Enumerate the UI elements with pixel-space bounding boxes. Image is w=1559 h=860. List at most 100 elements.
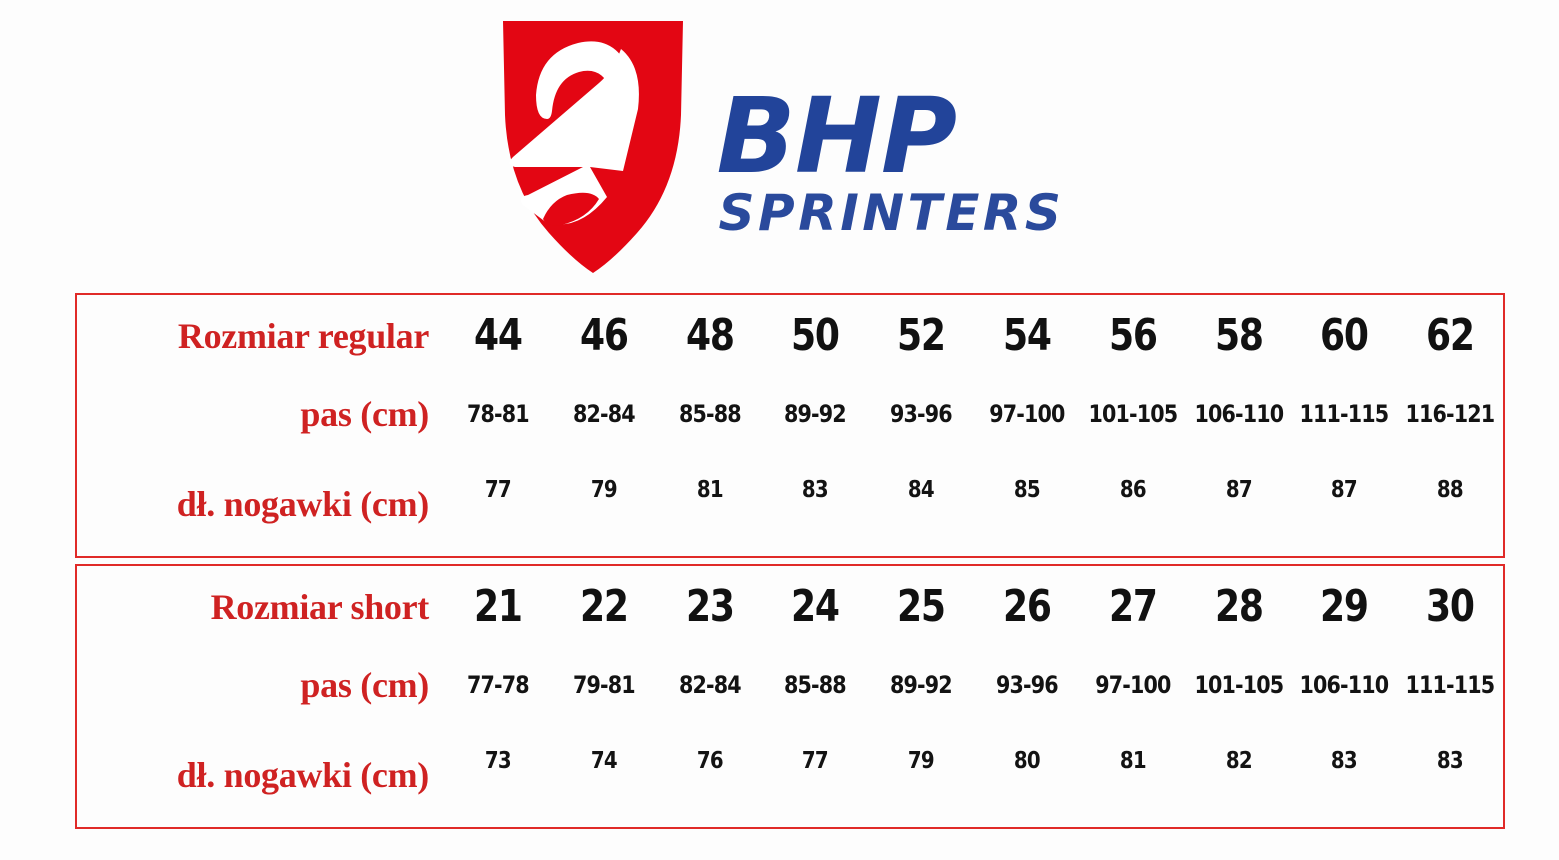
size-value: 44: [474, 310, 523, 362]
inseam-value: 83: [1437, 747, 1464, 774]
size-table-short: Rozmiar short 21 22 23 24 25 26 27 28 29…: [75, 564, 1505, 829]
table-cell: 89-92: [868, 647, 974, 722]
table-cell: 85: [974, 452, 1080, 556]
table-cell: 116-121: [1397, 376, 1503, 451]
table-cell: 81: [657, 452, 763, 556]
table-cell: 56: [1080, 295, 1186, 376]
size-value: 27: [1108, 581, 1158, 633]
table-cell: 25: [868, 566, 974, 647]
inseam-value: 81: [696, 476, 723, 503]
row-label-waist-short: pas (cm): [300, 665, 429, 705]
table-cell: 111-115: [1397, 647, 1503, 722]
table-cell: 87: [1291, 452, 1397, 556]
inseam-value: 84: [908, 476, 935, 503]
inseam-value: 87: [1331, 476, 1358, 503]
table-row-size-short: Rozmiar short 21 22 23 24 25 26 27 28 29…: [77, 566, 1503, 647]
table-row-waist-regular: pas (cm) 78-81 82-84 85-88 89-92 93-96 9…: [77, 376, 1503, 451]
size-value: 50: [791, 310, 840, 362]
inseam-value: 73: [484, 747, 512, 774]
waist-value: 82-84: [678, 671, 742, 699]
waist-value: 97-100: [989, 400, 1065, 428]
size-grid-regular: Rozmiar regular 44 46 48 50 52 54 56 58 …: [77, 295, 1503, 556]
size-value: 22: [579, 581, 629, 633]
shield-horse-logo-icon: [502, 21, 683, 273]
waist-value: 85-88: [678, 400, 742, 428]
size-value: 56: [1108, 310, 1158, 362]
inseam-value: 80: [1013, 747, 1041, 774]
row-label-size-short: Rozmiar short: [210, 586, 430, 627]
table-cell: 93-96: [974, 647, 1080, 722]
table-cell: 101-105: [1080, 376, 1186, 451]
table-cell: 80: [974, 723, 1080, 827]
size-value: 26: [1003, 581, 1052, 633]
row-label-inseam-short: dł. nogawki (cm): [176, 754, 430, 795]
table-row-size-regular: Rozmiar regular 44 46 48 50 52 54 56 58 …: [77, 295, 1503, 376]
size-value: 28: [1214, 581, 1264, 633]
table-cell: 87: [1186, 452, 1292, 556]
table-cell: 82-84: [551, 376, 657, 451]
waist-value: 79-81: [572, 671, 636, 699]
table-cell: 28: [1186, 566, 1292, 647]
size-value: 54: [1003, 310, 1052, 362]
wordmark: BHP SPRINTERS: [717, 29, 1065, 265]
size-value: 30: [1426, 581, 1475, 633]
row-label-inseam-regular: dł. nogawki (cm): [176, 483, 430, 524]
table-cell: 83: [1397, 723, 1503, 827]
table-cell: 77: [445, 452, 551, 556]
size-grid-short: Rozmiar short 21 22 23 24 25 26 27 28 29…: [77, 566, 1503, 827]
table-cell: 79: [868, 723, 974, 827]
table-cell: 44: [445, 295, 551, 376]
waist-value: 111-115: [1405, 671, 1496, 699]
table-cell: 78-81: [445, 376, 551, 451]
table-cell: 88: [1397, 452, 1503, 556]
size-value: 48: [685, 310, 735, 362]
brand-name-main: BHP: [716, 75, 958, 198]
size-value: 60: [1320, 310, 1369, 362]
table-cell: 101-105: [1186, 647, 1292, 722]
table-cell: 29: [1291, 566, 1397, 647]
table-cell: 60: [1291, 295, 1397, 376]
table-cell: 79-81: [551, 647, 657, 722]
table-cell: 23: [657, 566, 763, 647]
table-cell: 83: [1291, 723, 1397, 827]
waist-value: 106-110: [1299, 671, 1390, 699]
waist-value: 89-92: [784, 400, 847, 428]
logo-inner: BHP SPRINTERS: [495, 18, 1065, 276]
size-value: 25: [897, 581, 946, 633]
inseam-value: 79: [908, 747, 935, 774]
size-value: 52: [897, 310, 946, 362]
size-value: 58: [1214, 310, 1264, 362]
table-cell: 52: [868, 295, 974, 376]
size-value: 46: [579, 310, 629, 362]
table-cell: 21: [445, 566, 551, 647]
table-cell: 77: [762, 723, 868, 827]
waist-value: 77-78: [467, 671, 530, 699]
table-row-waist-short: pas (cm) 77-78 79-81 82-84 85-88 89-92 9…: [77, 647, 1503, 722]
table-cell: 26: [974, 566, 1080, 647]
table-cell: 58: [1186, 295, 1292, 376]
inseam-value: 76: [696, 747, 723, 774]
table-cell: 24: [762, 566, 868, 647]
size-value: 62: [1426, 310, 1475, 362]
waist-value: 116-121: [1405, 400, 1496, 428]
inseam-value: 74: [590, 747, 618, 774]
table-cell: 62: [1397, 295, 1503, 376]
table-cell: 86: [1080, 452, 1186, 556]
table-row-inseam-regular: dł. nogawki (cm) 77 79 81 83 84 85 86 87…: [77, 452, 1503, 556]
table-cell: 106-110: [1291, 647, 1397, 722]
table-cell: 74: [551, 723, 657, 827]
table-cell: 27: [1080, 566, 1186, 647]
table-cell: 106-110: [1186, 376, 1292, 451]
inseam-value: 82: [1225, 747, 1252, 774]
inseam-value: 79: [590, 476, 618, 503]
inseam-value: 88: [1437, 476, 1464, 503]
row-label-waist-regular: pas (cm): [300, 394, 429, 434]
size-table-regular: Rozmiar regular 44 46 48 50 52 54 56 58 …: [75, 293, 1505, 558]
waist-value: 78-81: [467, 400, 530, 428]
table-cell: 97-100: [1080, 647, 1186, 722]
table-cell: 82-84: [657, 647, 763, 722]
inseam-value: 83: [1331, 747, 1358, 774]
inseam-value: 85: [1013, 476, 1041, 503]
table-cell: 77-78: [445, 647, 551, 722]
size-value: 24: [791, 581, 840, 633]
